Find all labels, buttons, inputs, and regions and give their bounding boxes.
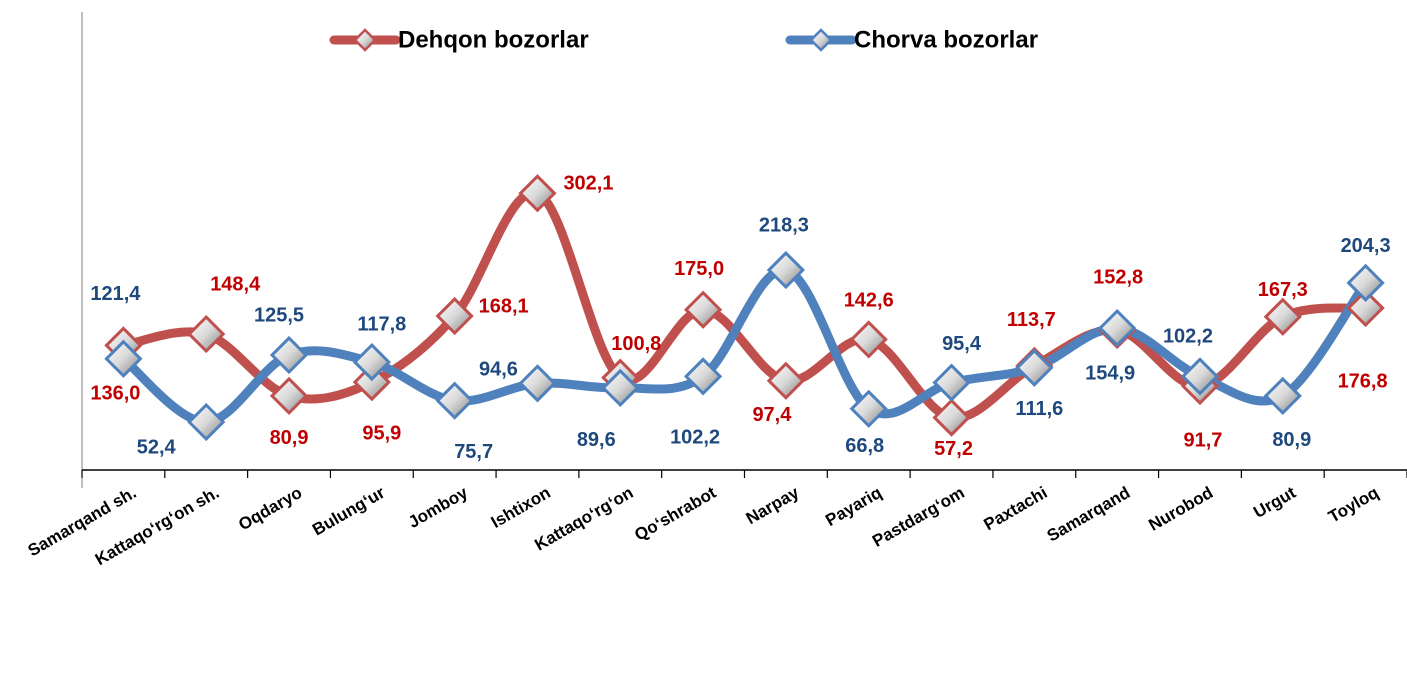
legend-marker [353,28,377,52]
data-label: 94,6 [479,359,518,381]
data-label: 80,9 [1272,429,1311,451]
data-label: 102,2 [1163,326,1213,348]
marker [104,339,143,378]
marker [352,342,391,382]
data-label: 100,8 [611,333,661,355]
data-label: 75,7 [454,441,493,463]
data-label: 136,0 [90,383,140,405]
x-tick-label: Ishtixon [488,483,554,532]
marker [518,364,557,403]
data-label: 142,6 [844,290,894,312]
data-label: 125,5 [254,304,304,326]
marker [187,314,226,354]
data-label: 80,9 [270,427,309,449]
legend-marker [809,28,833,52]
marker [849,389,888,428]
data-label: 111,6 [1015,398,1063,420]
marker [435,381,474,420]
x-tick-label: Bulung‘ur [309,483,388,540]
data-label: 168,1 [479,295,529,317]
x-tick-label: Nurobod [1145,483,1216,535]
data-label: 175,0 [674,258,724,280]
marker [932,398,971,437]
marker [269,335,309,375]
data-label: 302,1 [563,173,613,195]
data-label: 204,3 [1341,235,1391,257]
marker [1098,308,1137,348]
marker [1346,263,1385,302]
marker [1346,288,1385,328]
data-label: 113,7 [1007,309,1056,331]
data-label: 95,9 [362,422,401,444]
marker [1263,376,1302,416]
data-label: 57,2 [934,438,973,460]
legend-label: Dehqon bozorlar [398,26,589,53]
data-label: 154,9 [1085,362,1135,384]
data-label: 218,3 [759,214,809,236]
marker [766,361,806,400]
data-label: 102,2 [670,427,720,449]
marker [932,363,971,402]
marker [187,402,226,442]
x-tick-label: Payariq [822,483,885,530]
marker [269,376,309,416]
marker [1180,357,1220,396]
marker [601,368,640,408]
data-label: 152,8 [1093,266,1143,288]
marker [849,320,888,359]
marker [1263,297,1302,336]
data-label: 121,4 [90,283,141,305]
x-tick-label: Paxtachi [981,483,1051,534]
x-tick-label: Qo‘shrabot [631,483,719,545]
x-tick-label: Toyloq [1325,483,1382,527]
marker [435,296,474,336]
marker [1015,348,1054,387]
series-line [120,265,1370,427]
x-tick-label: Samarqand [1044,483,1134,546]
x-tick-label: Oqdaryo [235,483,305,534]
marker [683,290,723,329]
data-label: 89,6 [577,429,616,451]
data-label: 95,4 [942,333,982,355]
marker [683,357,723,396]
legend-label: Chorva bozorlar [854,26,1038,53]
data-label: 97,4 [752,404,792,426]
data-label: 148,4 [210,273,261,295]
data-label: 176,8 [1338,370,1388,392]
data-label: 52,4 [137,436,177,458]
data-label: 167,3 [1258,279,1308,301]
marker [518,174,557,213]
marker [352,363,391,402]
data-label: 91,7 [1184,429,1223,451]
data-label: 66,8 [845,435,884,457]
data-label: 117,8 [357,313,406,335]
marker [766,250,806,290]
x-tick-label: Jomboy [405,483,471,532]
x-tick-label: Urgut [1250,483,1299,522]
x-tick-label: Pastdarg‘om [869,483,968,551]
x-tick-label: Narpay [743,483,803,529]
